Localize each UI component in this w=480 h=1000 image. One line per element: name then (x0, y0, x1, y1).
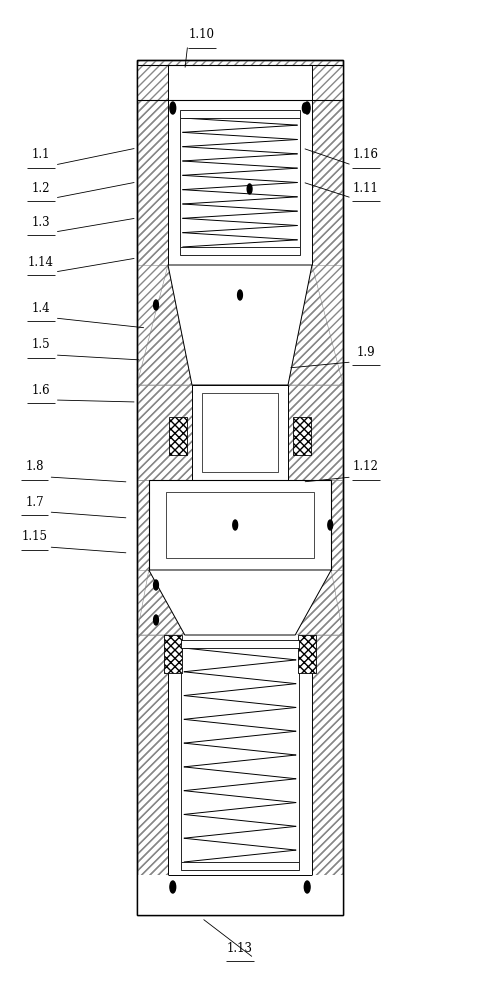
Bar (137, 480, 149, 570)
Text: 1.12: 1.12 (353, 460, 379, 474)
Circle shape (170, 102, 176, 114)
Circle shape (170, 881, 176, 893)
Bar (312, 635, 343, 915)
Bar (137, 60, 343, 915)
Bar (169, 417, 187, 455)
Bar (181, 862, 299, 870)
Circle shape (247, 184, 252, 194)
Bar (137, 65, 343, 100)
Bar (202, 393, 278, 472)
Bar (312, 100, 343, 265)
Circle shape (302, 103, 307, 113)
Circle shape (233, 520, 238, 530)
Text: 1.16: 1.16 (353, 148, 379, 161)
Bar (137, 65, 343, 100)
Circle shape (154, 300, 158, 310)
Text: 1.7: 1.7 (25, 495, 44, 508)
Bar (166, 492, 314, 558)
Bar (192, 385, 288, 480)
Bar (137, 635, 168, 915)
Bar (137, 875, 343, 915)
Text: 1.13: 1.13 (227, 942, 253, 954)
Bar (137, 65, 168, 100)
Bar (137, 385, 192, 480)
Text: 1.11: 1.11 (353, 182, 379, 194)
Text: 1.2: 1.2 (32, 182, 50, 194)
Bar (293, 417, 311, 455)
Polygon shape (168, 265, 312, 385)
Bar (312, 65, 343, 100)
Bar (180, 247, 300, 255)
Text: 1.4: 1.4 (32, 302, 50, 314)
Circle shape (154, 615, 158, 625)
Bar (168, 635, 312, 915)
Text: 1.5: 1.5 (32, 338, 50, 352)
Bar (298, 635, 316, 673)
Bar (149, 480, 331, 570)
Text: 1.6: 1.6 (32, 383, 50, 396)
Circle shape (238, 290, 242, 300)
Circle shape (304, 881, 310, 893)
Text: 1.14: 1.14 (28, 255, 54, 268)
Bar (331, 480, 343, 570)
Bar (164, 635, 182, 673)
Circle shape (154, 580, 158, 590)
Polygon shape (149, 570, 331, 635)
Bar (137, 100, 168, 265)
Text: 1.8: 1.8 (25, 460, 44, 474)
Text: 1.10: 1.10 (189, 28, 215, 41)
Bar (168, 65, 312, 265)
Text: 1.3: 1.3 (32, 216, 50, 229)
Bar (181, 640, 299, 648)
Bar (180, 110, 300, 118)
Bar (137, 60, 343, 915)
Circle shape (328, 520, 333, 530)
Text: 1.9: 1.9 (357, 346, 375, 359)
Bar (137, 60, 343, 915)
Text: 1.1: 1.1 (32, 148, 50, 161)
Text: 1.15: 1.15 (22, 530, 48, 544)
Circle shape (304, 102, 310, 114)
Bar (288, 385, 343, 480)
